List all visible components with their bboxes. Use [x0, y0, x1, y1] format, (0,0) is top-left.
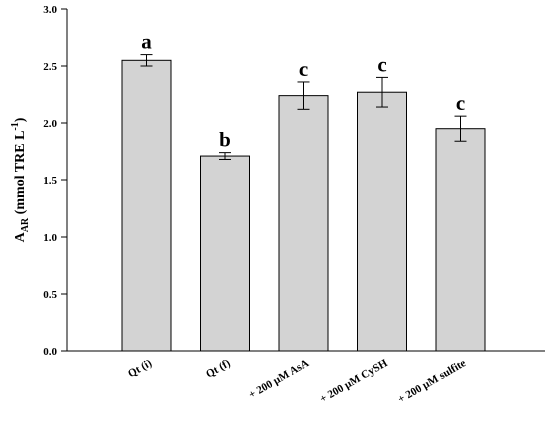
category-label-0: Qt (i) [126, 357, 154, 380]
bar-0 [121, 59, 172, 352]
significance-label-0: a [141, 30, 152, 54]
category-label-2: + 200 μM AsA [247, 357, 311, 401]
category-label-3: + 200 μM CySH [318, 357, 390, 405]
y-tick-label-4: 2.0 [43, 118, 57, 130]
significance-label-2: c [299, 57, 308, 81]
y-axis-title-close: ) [13, 117, 28, 122]
category-label-4: + 200 μM sulfite [396, 357, 468, 406]
significance-label-1: b [219, 128, 231, 152]
y-tick-label-1: 0.5 [43, 289, 57, 301]
svg-text:AAR (mmol TRE L-1): AAR (mmol TRE L-1) [10, 117, 31, 242]
category-label-1: Qt (f) [204, 357, 233, 381]
y-tick-label-2: 1.0 [43, 232, 57, 244]
y-axis-title-unit: (mmol TRE L [13, 131, 28, 218]
y-tick-label-5: 2.5 [43, 61, 57, 73]
significance-label-3: c [377, 52, 386, 76]
significance-label-4: c [456, 91, 465, 115]
y-tick-label-3: 1.5 [43, 175, 57, 187]
bar-1 [200, 155, 250, 352]
plot-area: 0.0 0.5 1.0 1.5 2.0 2.5 3.0 a Qt (i) b Qt (f) c + 20… [43, 4, 545, 406]
bar-4 [435, 128, 486, 352]
y-tick-label-6: 3.0 [43, 4, 57, 16]
bar-2 [278, 95, 329, 352]
y-axis-title: AAR (mmol TRE L-1) [10, 117, 31, 242]
y-axis-title-superscript: -1 [10, 122, 21, 130]
y-tick-label-0: 0.0 [43, 346, 57, 358]
bar-3 [357, 91, 407, 352]
y-axis-title-subscript: AR [20, 217, 31, 232]
y-axis-title-main: A [13, 231, 28, 242]
